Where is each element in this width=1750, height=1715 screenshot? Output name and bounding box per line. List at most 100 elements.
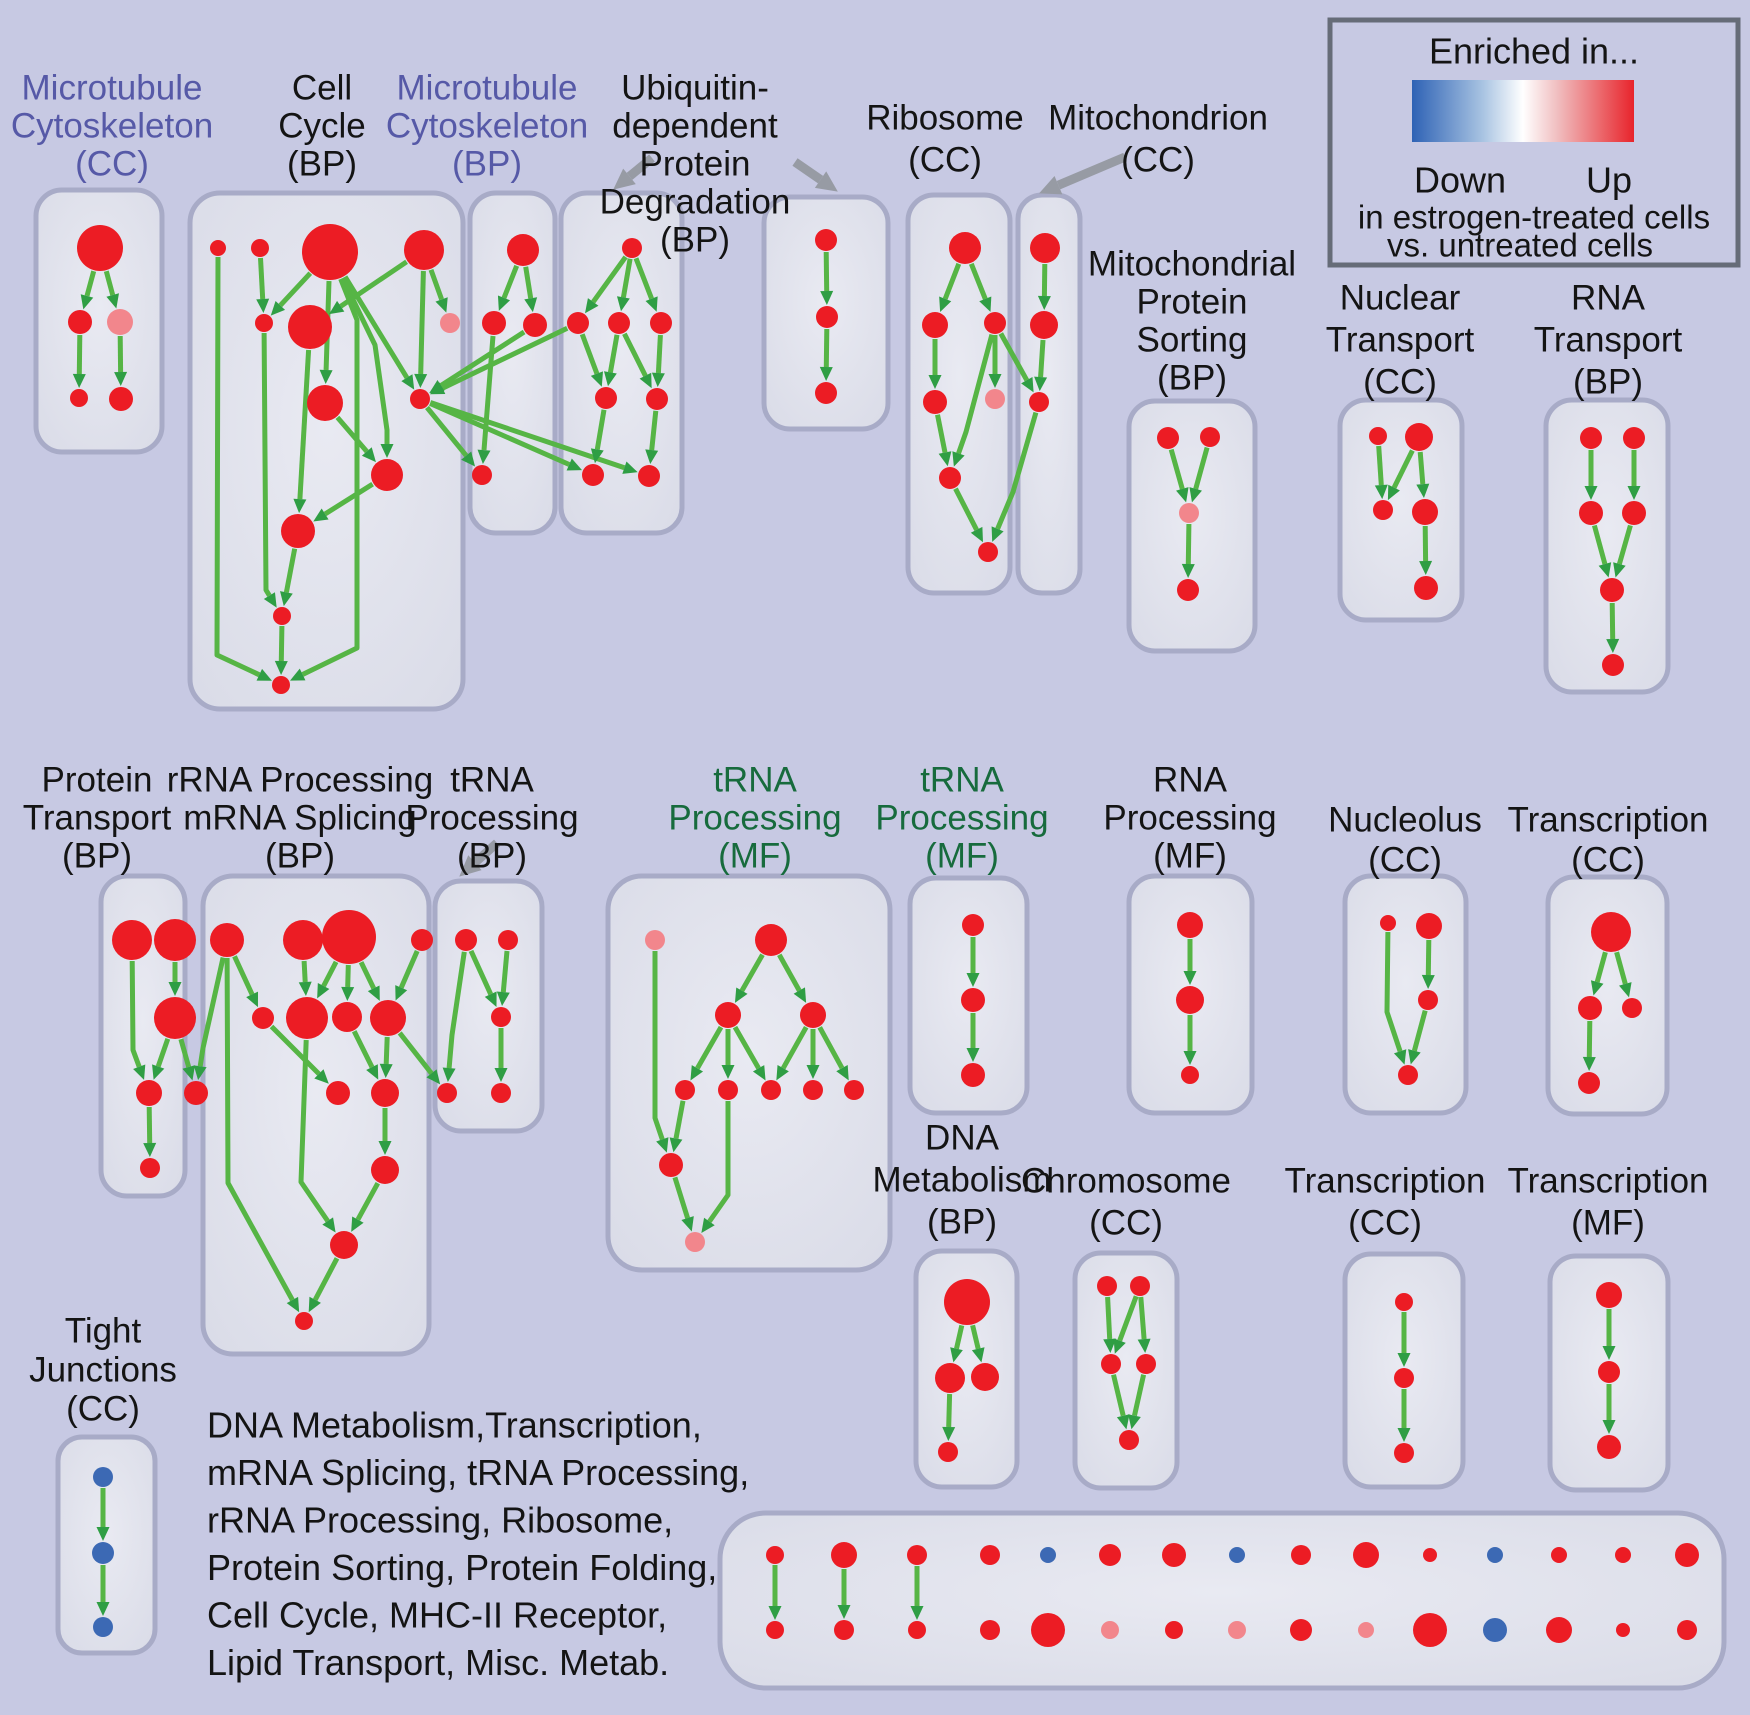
edge-u2-u5 <box>579 333 603 387</box>
edge-dm2-dm4 <box>942 1393 956 1441</box>
node-tm1 <box>1596 1282 1622 1308</box>
node-x1 <box>645 930 665 950</box>
edge-x3-x5 <box>690 1025 724 1081</box>
node-r5 <box>985 389 1005 409</box>
edge-D-F <box>329 259 408 315</box>
node-u5 <box>595 387 617 409</box>
node-r2 <box>922 312 948 338</box>
node-k7 <box>1162 1543 1186 1567</box>
edge-q8-q10 <box>379 1036 393 1078</box>
edge-x2-x4 <box>777 953 807 1003</box>
node-n1 <box>507 234 539 266</box>
edge-q6-q12 <box>298 1039 336 1233</box>
edge-p3-p6 <box>178 1038 195 1081</box>
node-dm1 <box>944 1279 990 1325</box>
node-D <box>404 230 444 270</box>
ribosome-label: Ribosome (CC) <box>866 98 1024 179</box>
node-u3 <box>608 312 630 334</box>
node-q1 <box>210 923 244 957</box>
node-b6 <box>1101 1621 1119 1639</box>
node-x7 <box>761 1080 781 1100</box>
edge-v1-v2 <box>820 251 834 305</box>
transcription-cc1-label: Transcription (CC) <box>1508 800 1709 879</box>
edge-r4-r6 <box>935 414 952 467</box>
cluster-box-microtubule-cytoskeleton-cc <box>33 187 165 455</box>
node-x9 <box>844 1080 864 1100</box>
node-mcb <box>68 310 92 334</box>
node-mce <box>109 387 133 411</box>
node-F <box>288 305 332 349</box>
node-ch5 <box>1119 1430 1139 1450</box>
edge-q8-w4 <box>397 1031 441 1085</box>
node-w5 <box>491 1083 511 1103</box>
node-q10 <box>371 1079 399 1107</box>
node-r4 <box>923 390 947 414</box>
edge-n1-n3 <box>523 266 538 313</box>
legend-down-label: Down <box>1414 160 1506 201</box>
node-u6 <box>646 388 668 410</box>
node-w3 <box>491 1007 511 1027</box>
node-p5 <box>140 1158 160 1178</box>
node-k11 <box>1423 1548 1437 1562</box>
node-y2 <box>961 988 985 1012</box>
node-w2 <box>498 930 518 950</box>
node-b13 <box>1546 1617 1572 1643</box>
rna-processing-label: RNA Processing (MF) <box>1103 760 1276 875</box>
node-x3 <box>715 1002 741 1028</box>
edge-x5-x10 <box>669 1100 686 1153</box>
edge-x3-x7 <box>732 1025 766 1081</box>
edge-dm1-dm3 <box>970 1324 985 1363</box>
edge-q11-q12 <box>351 1182 380 1232</box>
node-J <box>371 459 403 491</box>
node-L <box>273 607 291 625</box>
edge-q7-q10 <box>351 1030 379 1080</box>
node-b12 <box>1483 1618 1507 1642</box>
legend-box <box>1327 17 1741 268</box>
node-o3 <box>1418 990 1438 1010</box>
node-rt5 <box>1600 578 1624 602</box>
edge-E-L <box>261 332 277 608</box>
node-r3 <box>984 312 1006 334</box>
edge-ch2-ch3 <box>1113 1295 1139 1354</box>
node-k5 <box>1040 1547 1056 1563</box>
node-b14 <box>1616 1623 1630 1637</box>
node-x11 <box>685 1232 705 1252</box>
node-t4 <box>1578 1072 1600 1094</box>
node-dm3 <box>971 1363 999 1391</box>
edge-m2-m3 <box>1034 339 1048 392</box>
node-k10 <box>1353 1542 1379 1568</box>
node-q13 <box>295 1312 313 1330</box>
node-G <box>440 313 460 333</box>
edge-nt2-nt3 <box>1387 449 1415 501</box>
node-nt5 <box>1414 576 1438 600</box>
edge-q1-p6 <box>193 957 226 1081</box>
edge-u4-u6 <box>651 334 665 387</box>
edge-u1-u4 <box>633 257 658 312</box>
edge-r1-r3 <box>968 262 992 312</box>
node-k12 <box>1487 1547 1503 1563</box>
edge-u3-u5 <box>603 334 620 387</box>
node-mca <box>77 225 123 271</box>
arrow-to-trna-bp-icon <box>459 839 500 877</box>
node-x5 <box>675 1080 695 1100</box>
node-rt1 <box>1580 427 1602 449</box>
mitochondrion-label: Mitochondrion (CC) <box>1048 98 1268 179</box>
edge-rt3-rt5 <box>1591 524 1612 578</box>
node-z2 <box>1176 986 1204 1014</box>
nuclear-transport-label: Nuclear Transport (CC) <box>1326 278 1475 401</box>
node-ch1 <box>1097 1276 1117 1296</box>
mt-bp-label: Microtubule Cytoskeleton (BP) <box>386 68 588 183</box>
edge-o3-o4 <box>1408 1009 1428 1065</box>
node-u8 <box>638 465 660 487</box>
cell-cycle-label: Cell Cycle (BP) <box>278 68 366 183</box>
edge-q5-q9 <box>269 1024 329 1084</box>
node-tc2 <box>1394 1368 1414 1388</box>
node-u4 <box>650 312 672 334</box>
edge-u3-u6 <box>622 332 652 389</box>
edge-t1-t3 <box>1614 951 1632 998</box>
node-b15 <box>1677 1620 1697 1640</box>
rrna-label: rRNA Processing mRNA Splicing (BP) <box>167 760 433 875</box>
edge-I-u7 <box>429 401 583 471</box>
edge-r6-r7 <box>953 487 983 543</box>
